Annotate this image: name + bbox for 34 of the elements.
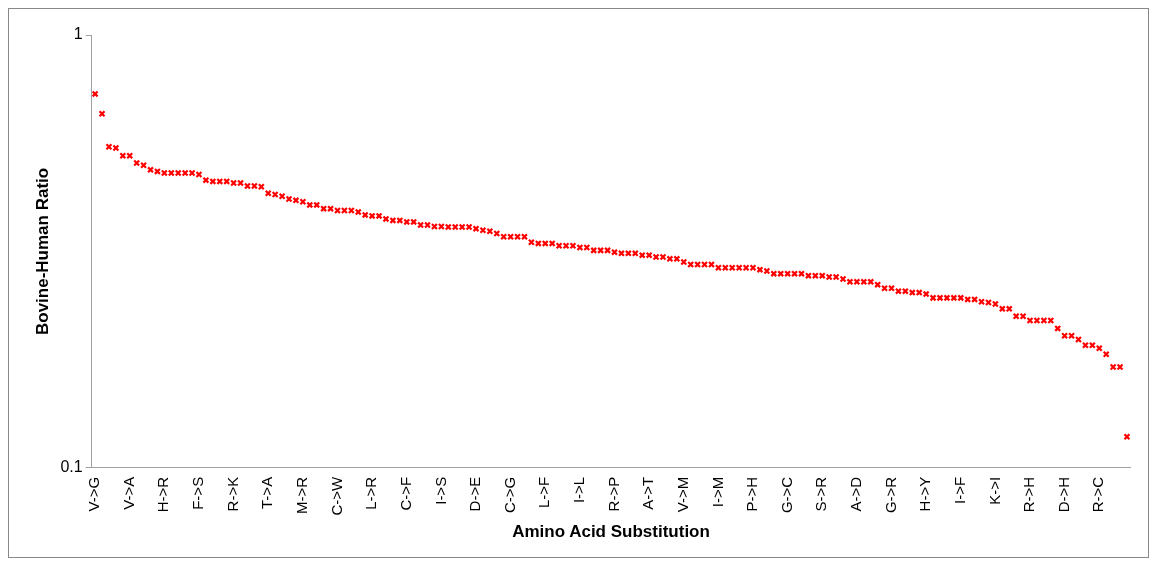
x-tick-label: A->T [639,476,657,510]
x-tick-label: H->R [154,476,172,513]
x-tick-label: C->G [500,476,518,514]
x-tick-label: I->S [431,476,449,505]
x-tick-label: P->H [743,476,761,512]
x-tick-label: L->R [362,476,380,510]
y-axis-title: Bovine-Human Ratio [32,167,52,336]
x-tick-label: D->H [1054,476,1072,513]
x-tick-label: G->R [881,476,899,514]
y-tick-label: 0.1 [60,458,83,476]
y-tick-label: 1 [73,25,83,43]
x-tick-label: I->F [950,476,968,504]
x-tick-label: R->K [223,476,241,512]
x-tick-label: V->A [119,476,137,510]
x-tick-label: V->G [85,476,103,512]
x-tick-label: A->D [847,476,865,512]
x-tick-label: G->C [777,476,795,514]
x-axis-title: Amino Acid Substitution [512,522,710,542]
x-tick-label: R->C [1089,476,1107,513]
x-tick-label: D->E [466,476,484,512]
x-tick-label: I->M [708,476,726,508]
x-tick-label: L->F [535,476,553,509]
x-tick-label: M->R [293,476,310,514]
x-tick-label: H->Y [916,476,934,512]
x-tick-label: C->F [396,476,414,511]
x-tick-label: R->P [604,476,622,512]
x-tick-label: K->I [985,476,1003,505]
x-tick-label: S->R [812,476,830,512]
x-tick-label: T->A [258,476,276,509]
x-tick-label: V->M [673,476,691,513]
x-tick-label: C->W [327,476,345,516]
x-tick-label: I->L [570,476,588,504]
x-tick-label: R->H [1020,476,1038,513]
x-tick-label: F->S [189,476,207,510]
